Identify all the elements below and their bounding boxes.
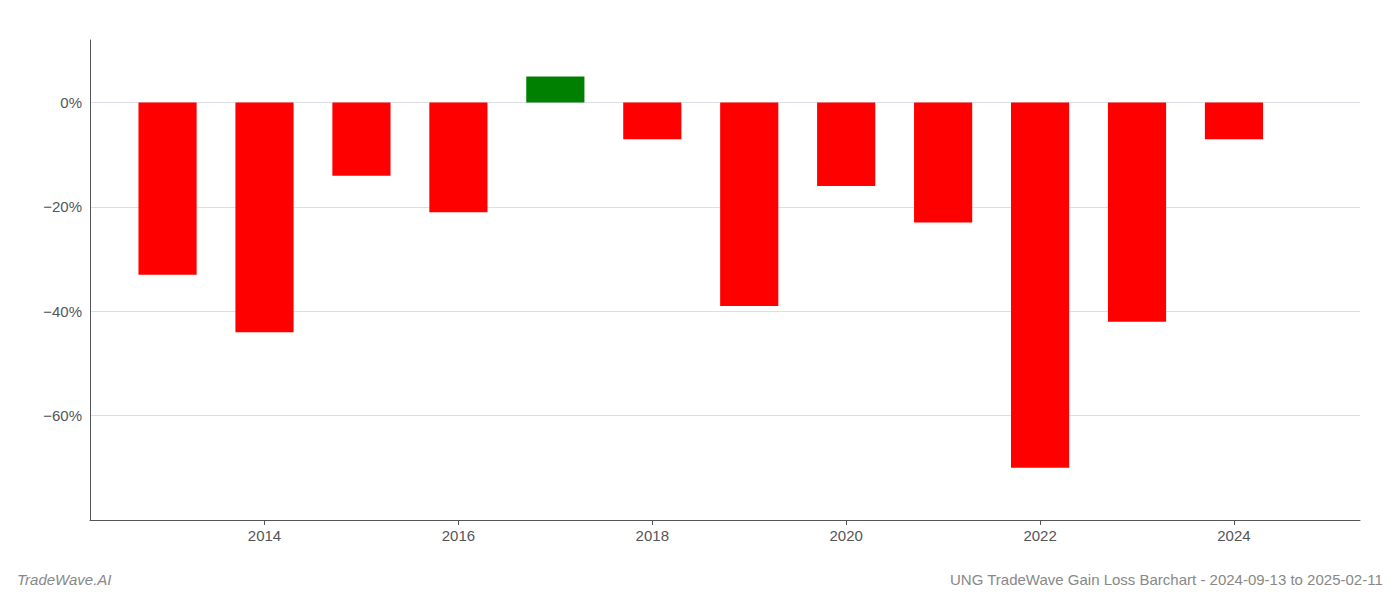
svg-text:2024: 2024	[1217, 527, 1250, 544]
svg-text:−60%: −60%	[43, 407, 82, 424]
svg-text:TradeWave.AI: TradeWave.AI	[17, 571, 111, 588]
svg-text:−40%: −40%	[43, 303, 82, 320]
svg-text:2020: 2020	[829, 527, 862, 544]
svg-text:2016: 2016	[442, 527, 475, 544]
svg-text:2014: 2014	[248, 527, 281, 544]
svg-text:−20%: −20%	[43, 198, 82, 215]
svg-text:2022: 2022	[1023, 527, 1056, 544]
svg-text:UNG TradeWave Gain Loss Barcha: UNG TradeWave Gain Loss Barchart - 2024-…	[950, 571, 1383, 588]
svg-text:0%: 0%	[60, 94, 82, 111]
svg-text:2018: 2018	[636, 527, 669, 544]
